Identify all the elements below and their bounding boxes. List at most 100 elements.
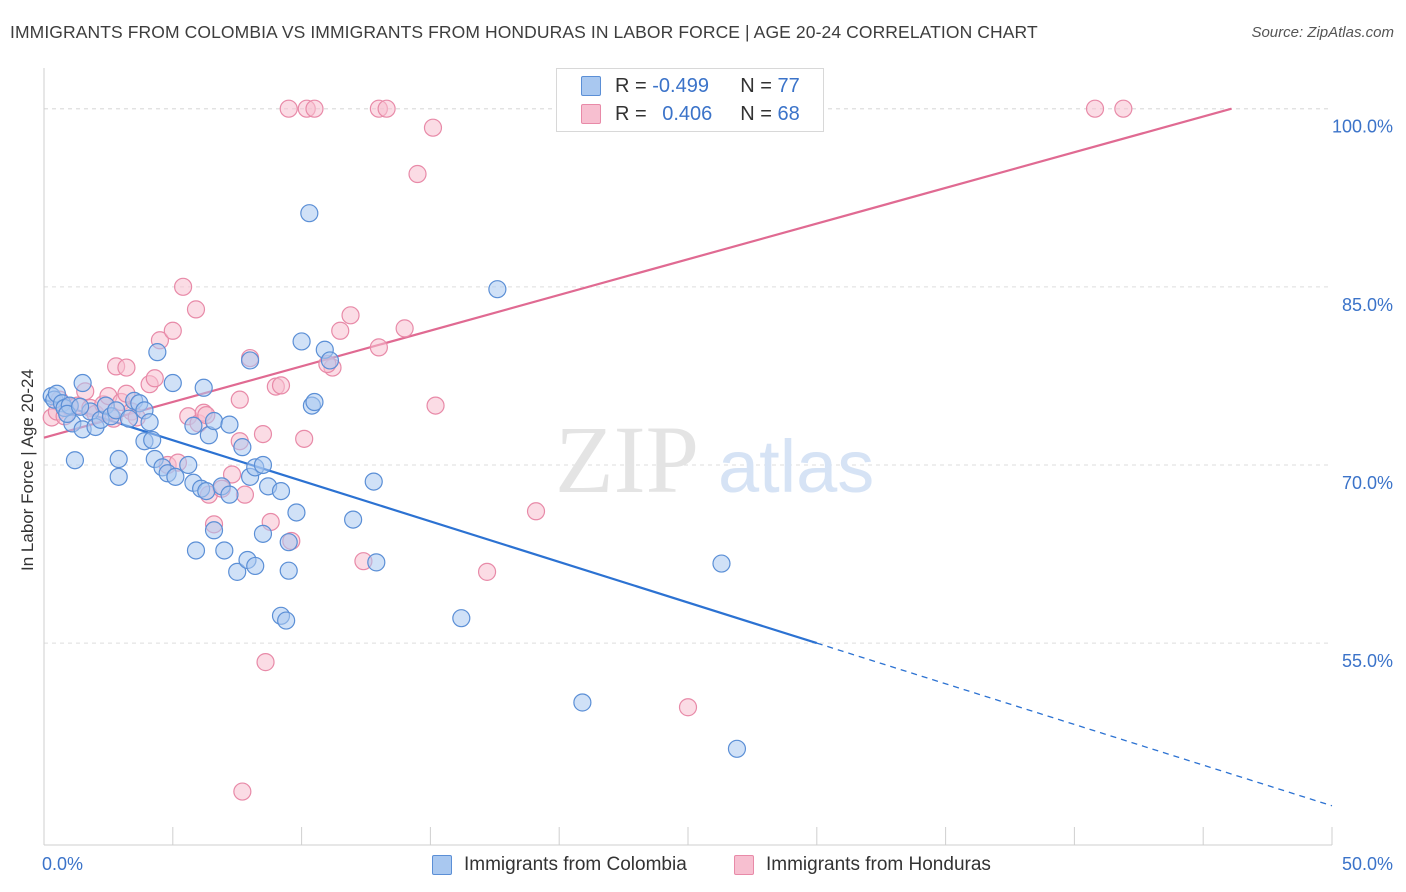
x-tick-label-min: 0.0% [42,854,83,874]
colombia-point [727,739,747,758]
honduras-point [331,321,350,340]
colombia-point [305,392,324,412]
colombia-point [220,485,239,504]
colombia-point [143,430,162,450]
legend-r-label: R = [615,102,647,125]
colombia-points [42,204,747,758]
colombia-point [140,413,159,432]
honduras-point [174,277,193,296]
colombia-point [292,332,311,351]
legend-n-value: 68 [777,102,800,125]
honduras-point [678,698,698,717]
colombia-point [166,467,185,486]
honduras-point [305,99,324,118]
colombia-point [70,397,90,416]
colombia-point [204,521,224,540]
colombia-point [344,510,363,529]
colombia-point [163,373,182,393]
honduras-point [253,424,273,444]
honduras-point [408,164,427,184]
legend-r-value: -0.499 [652,74,709,97]
bottom-legend-label-honduras: Immigrants from Honduras [766,854,991,875]
colombia-point [367,553,386,572]
colombia-point [65,451,85,470]
bottom-legend-swatch-honduras [734,855,754,875]
colombia-point [364,472,383,491]
colombia-point [246,556,265,576]
colombia-point [712,554,731,573]
legend: R = -0.499 N = 77 R = 0.406 N = 68 [556,68,824,132]
colombia-point [197,481,216,501]
colombia-point [271,481,291,501]
honduras-point [186,300,206,319]
honduras-point [163,321,182,340]
legend-swatch-honduras [581,104,601,124]
honduras-point [256,653,275,672]
honduras-point [295,429,314,448]
colombia-point [300,204,319,223]
watermark-zip: ZIP [555,406,699,513]
trend-lines [43,107,1333,807]
colombia-point [279,561,298,580]
legend-row-honduras: R = 0.406 N = 68 [581,101,800,127]
honduras-point [222,465,242,484]
colombia-point [73,373,92,393]
colombia-point [220,415,239,434]
colombia-point [109,467,128,486]
honduras-point [117,358,136,377]
bottom-legend-label-colombia: Immigrants from Colombia [464,854,687,875]
legend-n-value: 77 [777,74,800,97]
colombia-trend-extension [816,642,1333,807]
colombia-point [253,455,273,475]
bottom-legend-honduras: Immigrants from Honduras [734,852,991,878]
colombia-point [488,280,507,299]
chart-title: IMMIGRANTS FROM COLOMBIA VS IMMIGRANTS F… [10,22,1038,42]
colombia-point [233,438,252,457]
honduras-point [426,396,445,415]
legend-swatch-colombia [581,76,601,96]
y-tick-label: 85.0% [1342,295,1393,315]
honduras-point [230,390,249,409]
honduras-point [271,376,291,395]
legend-row-colombia: R = -0.499 N = 77 [581,73,800,99]
colombia-point [452,609,471,628]
honduras-point [341,306,360,325]
legend-r-label: R = [615,74,647,97]
colombia-point [228,562,247,581]
y-tick-label: 55.0% [1342,651,1393,671]
honduras-point [235,485,255,504]
colombia-point [179,455,198,475]
colombia-point [240,351,260,370]
y-tick-label: 100.0% [1332,117,1393,137]
colombia-point [279,533,298,552]
colombia-point [287,503,306,522]
colombia-point [148,343,167,362]
honduras-point [369,338,388,357]
x-tick-label-max: 50.0% [1342,854,1393,874]
colombia-trend-line [43,398,818,645]
legend-n-label: N = [740,102,772,125]
colombia-point [204,411,224,431]
colombia-point [109,449,128,469]
colombia-point [215,541,234,560]
colombia-point [194,378,213,397]
colombia-point [107,401,126,420]
colombia-point [320,351,340,370]
honduras-point [145,369,164,388]
honduras-trend-line [43,107,1232,439]
honduras-point [395,319,414,338]
legend-n-label: N = [740,74,772,97]
colombia-point [184,416,203,435]
watermark-atlas: atlas [718,425,874,508]
honduras-point [423,118,443,137]
source-label: Source: ZipAtlas.com [1251,24,1394,41]
colombia-point [573,693,592,712]
colombia-point [186,541,206,560]
colombia-point [119,409,139,428]
honduras-point [526,502,546,521]
honduras-point [279,99,298,118]
honduras-point [1085,99,1105,118]
colombia-point [253,524,273,543]
honduras-point [233,782,252,801]
